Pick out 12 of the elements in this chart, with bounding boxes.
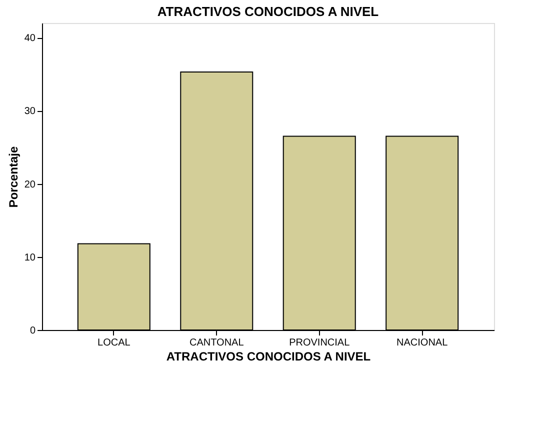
x-axis-title: ATRACTIVOS CONOCIDOS A NIVEL — [166, 350, 371, 364]
x-tick-label: NACIONAL — [396, 338, 448, 348]
x-tick-label: PROVINCIAL — [289, 338, 350, 348]
y-tick-label: 20 — [24, 179, 36, 190]
y-tick-label: 10 — [24, 252, 36, 264]
chart-title: ATRACTIVOS CONOCIDOS A NIVEL — [157, 4, 379, 19]
y-tick-label: 0 — [30, 326, 36, 336]
y-axis-title: Porcentaje — [6, 146, 20, 208]
x-tick-label: LOCAL — [98, 338, 131, 348]
y-tick-label: 40 — [24, 33, 36, 44]
y-tick-label: 30 — [24, 106, 36, 118]
x-tick-label: CANTONAL — [189, 338, 244, 348]
